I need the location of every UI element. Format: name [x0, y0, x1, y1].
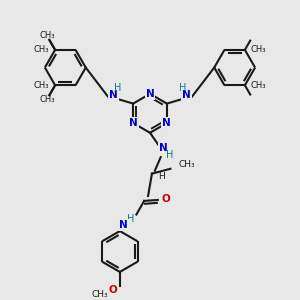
Text: N: N [163, 118, 171, 128]
Text: N: N [119, 220, 128, 230]
Text: O: O [109, 285, 117, 296]
Text: H: H [166, 150, 173, 160]
Text: CH₃: CH₃ [251, 81, 266, 90]
Text: H: H [179, 83, 186, 93]
Text: O: O [161, 194, 170, 204]
Text: CH₃: CH₃ [34, 81, 49, 90]
Text: CH₃: CH₃ [91, 290, 108, 299]
Text: H: H [114, 83, 121, 93]
Text: H: H [158, 172, 165, 181]
Text: N: N [129, 118, 137, 128]
Text: CH₃: CH₃ [39, 31, 55, 40]
Text: N: N [182, 90, 191, 100]
Text: CH₃: CH₃ [39, 95, 55, 104]
Text: H: H [127, 214, 134, 224]
Text: CH₃: CH₃ [34, 45, 49, 54]
Text: N: N [159, 143, 168, 153]
Text: CH₃: CH₃ [178, 160, 195, 169]
Text: N: N [109, 90, 118, 100]
Text: CH₃: CH₃ [251, 45, 266, 54]
Text: N: N [146, 89, 154, 99]
